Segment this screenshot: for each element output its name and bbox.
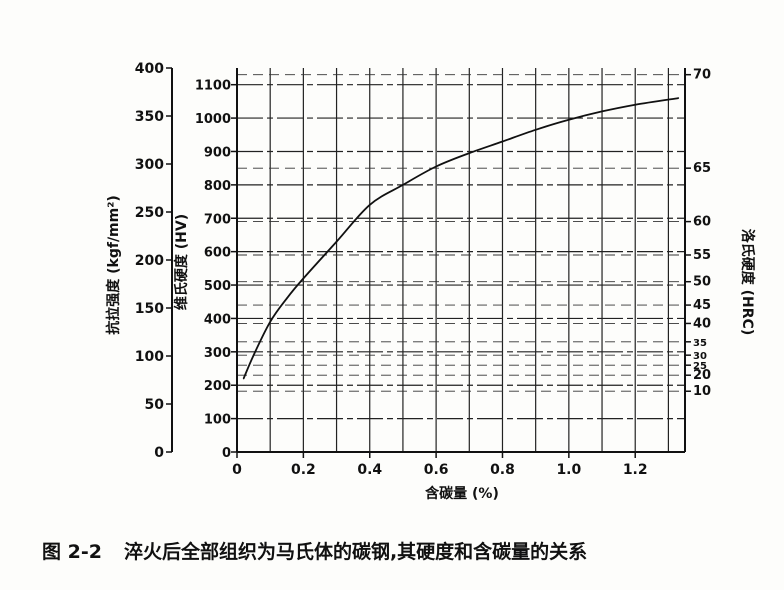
hrc-tick-label: 70: [693, 68, 711, 83]
hv-tick-label: 1000: [195, 112, 231, 127]
x-tick-label: 0.6: [424, 462, 449, 478]
data-point: [335, 240, 338, 243]
data-point: [302, 277, 305, 280]
x-tick-label: 0: [232, 462, 242, 478]
hv-tick-label: 900: [204, 145, 231, 160]
data-point: [534, 128, 537, 131]
x-tick-label: 1.0: [556, 462, 581, 478]
hrc-tick-label: 40: [693, 316, 711, 331]
tensile-tick-label: 0: [154, 445, 164, 461]
data-point: [601, 110, 603, 113]
hrc-tick-label: 65: [693, 161, 711, 176]
hrc-tick-label: 55: [693, 248, 711, 263]
hrc-tick-label: 60: [693, 215, 711, 230]
chart-grid: [237, 68, 685, 452]
data-point: [677, 97, 680, 99]
hv-tick-label: 300: [204, 346, 231, 361]
chart-ticks: 0 0.2 0.4 0.6 0.8 1.0 1.2010020030040050060070…: [135, 61, 711, 478]
y-axis-label-hv: 维氏硬度 (HV): [173, 214, 190, 310]
y-axis-label-hrc: 洛氏硬度 (HRC): [739, 229, 756, 335]
hardness-chart: 0 0.2 0.4 0.6 0.8 1.0 1.2010020030040050060070…: [105, 61, 756, 502]
hv-tick-label: 0: [222, 446, 231, 461]
tensile-tick-label: 400: [135, 61, 164, 77]
chart-series: [242, 97, 680, 380]
x-tick-label: 0.8: [490, 462, 515, 478]
data-point: [435, 165, 437, 168]
tensile-tick-label: 350: [135, 109, 164, 125]
y-axis-label-tensile: 抗拉强度 (kgf/mm²): [105, 195, 122, 335]
data-point: [468, 152, 471, 154]
x-tick-label: 0.2: [291, 462, 316, 478]
data-point: [285, 297, 288, 300]
data-point: [501, 140, 504, 143]
caption-text: 淬火后全部组织为马氏体的碳钢,其硬度和含碳量的关系: [123, 541, 588, 563]
data-point: [368, 204, 371, 206]
tensile-tick-label: 50: [145, 397, 165, 413]
tensile-tick-label: 300: [135, 157, 164, 173]
x-axis-label: 含碳量 (%): [425, 485, 499, 502]
hv-tick-label: 1100: [195, 79, 231, 94]
data-point: [242, 377, 245, 380]
hrc-tick-label: 45: [693, 298, 711, 313]
hardness-curve: [242, 97, 679, 379]
data-point: [402, 184, 404, 186]
data-point: [252, 354, 255, 356]
hrc-tick-label: 35: [693, 338, 707, 349]
tensile-tick-label: 250: [135, 205, 164, 221]
hv-tick-label: 100: [204, 413, 231, 428]
x-tick-label: 0.4: [357, 462, 382, 478]
hv-tick-label: 200: [204, 379, 231, 394]
hrc-tick-label: 50: [693, 275, 711, 290]
data-point: [269, 320, 271, 323]
x-tick-label: 1.2: [623, 462, 648, 478]
hrc-tick-label: 30: [693, 351, 707, 362]
figure-caption: 图 2-2 淬火后全部组织为马氏体的碳钢,其硬度和含碳量的关系: [42, 537, 777, 564]
hv-tick-label: 500: [204, 279, 231, 294]
hv-tick-label: 400: [204, 312, 231, 327]
hv-tick-label: 700: [204, 212, 231, 227]
tensile-tick-label: 150: [135, 301, 164, 317]
chart-axes: [171, 68, 686, 453]
hv-tick-label: 800: [204, 179, 231, 194]
hrc-tick-label: 20: [693, 368, 711, 383]
hv-tick-label: 600: [204, 246, 231, 261]
data-point: [634, 103, 637, 106]
data-point: [568, 118, 570, 121]
hrc-tick-label: 10: [693, 384, 711, 399]
figure-number: 图 2-2: [42, 541, 102, 563]
hrc-tick-label: 25: [693, 361, 707, 372]
tensile-tick-label: 200: [135, 253, 164, 269]
tensile-tick-label: 100: [135, 349, 164, 365]
